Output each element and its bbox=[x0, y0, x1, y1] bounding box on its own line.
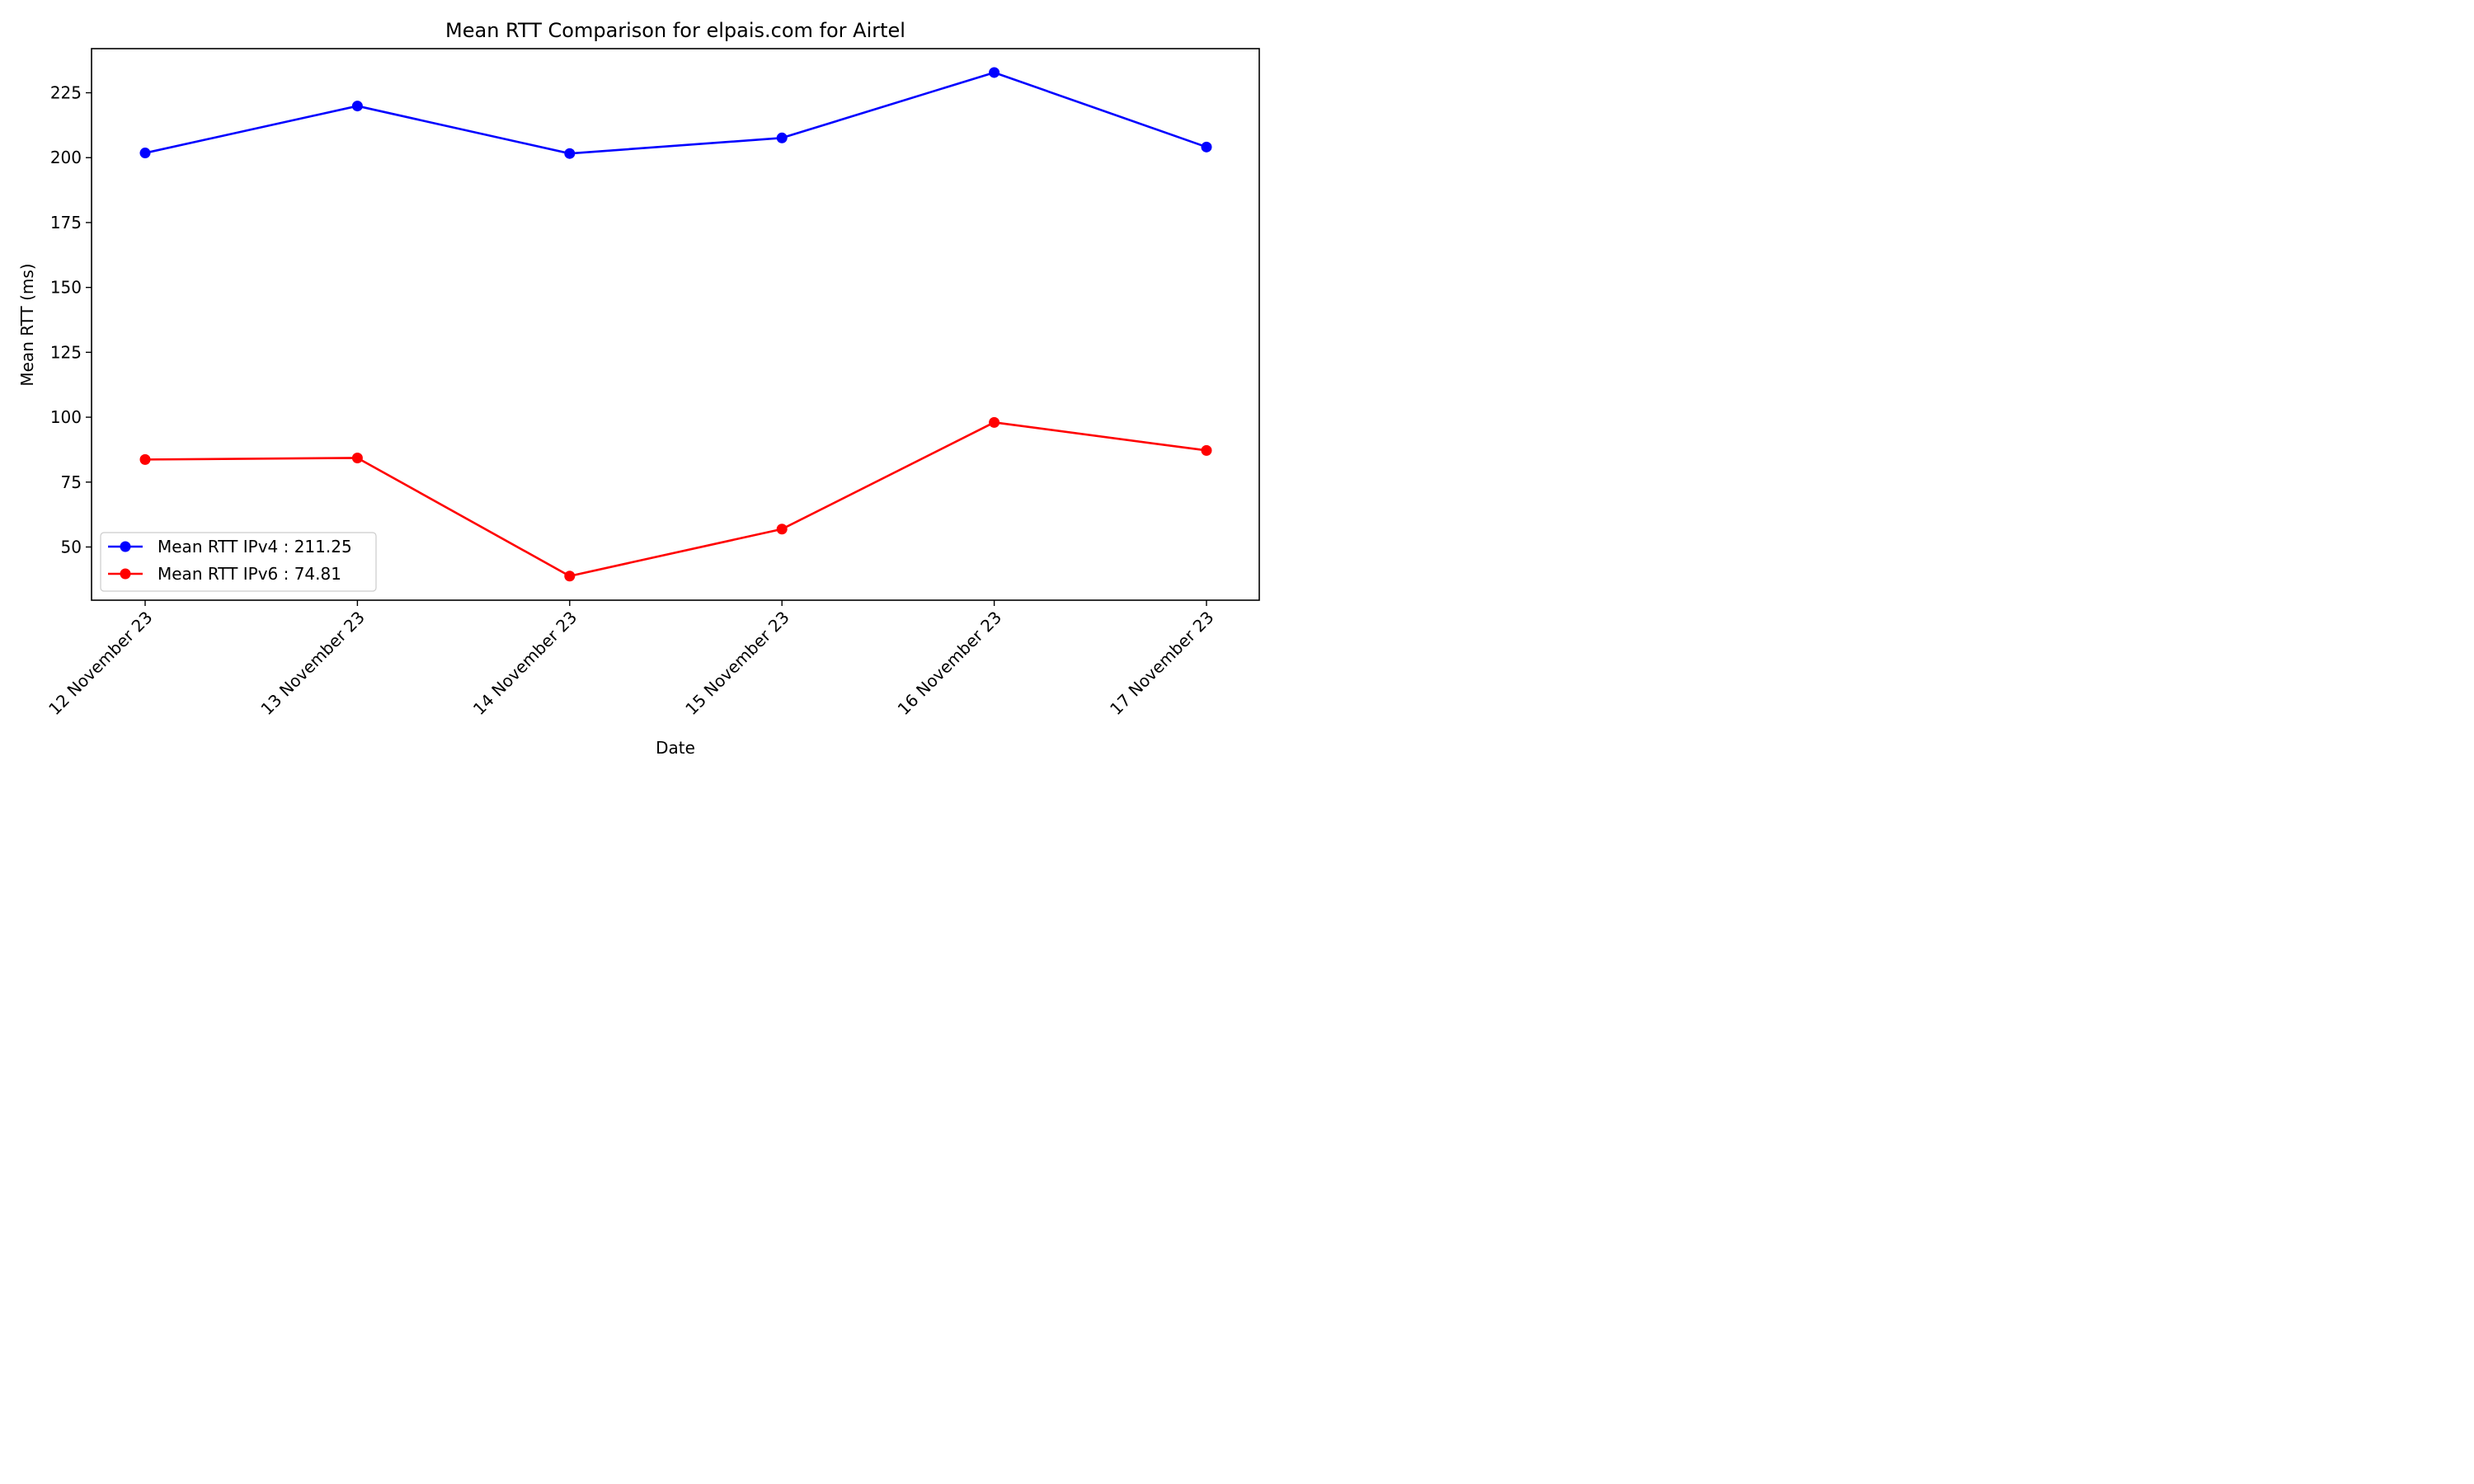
x-axis: 12 November 23 13 November 23 14 November … bbox=[45, 600, 1218, 719]
data-point bbox=[989, 416, 1000, 428]
plot-series bbox=[139, 67, 1212, 582]
chart-title: Mean RTT Comparison for elpais.com for A… bbox=[445, 19, 905, 42]
line-chart: Mean RTT Comparison for elpais.com for A… bbox=[17, 19, 1260, 758]
y-tick-label: 100 bbox=[50, 407, 82, 427]
data-point bbox=[139, 148, 151, 159]
y-axis: 50 75 100 125 150 175 200 225 bbox=[50, 83, 92, 556]
chart-container: Mean RTT Comparison for elpais.com for A… bbox=[0, 0, 1278, 767]
y-tick-label: 50 bbox=[61, 537, 82, 556]
legend-box bbox=[100, 532, 377, 592]
data-point bbox=[776, 132, 788, 143]
data-point bbox=[776, 524, 788, 535]
x-tick-label: 14 November 23 bbox=[469, 608, 581, 720]
legend-marker bbox=[120, 541, 131, 552]
y-tick-label: 175 bbox=[50, 213, 82, 232]
legend: Mean RTT IPv4 : 211.25 Mean RTT IPv6 : 74… bbox=[100, 532, 377, 592]
x-tick-label: 13 November 23 bbox=[256, 608, 369, 720]
series-line-2 bbox=[144, 421, 1207, 578]
x-tick-label: 12 November 23 bbox=[45, 608, 157, 720]
data-point bbox=[139, 453, 151, 465]
y-tick-label: 225 bbox=[50, 83, 82, 103]
x-tick-label: 16 November 23 bbox=[894, 608, 1006, 720]
x-tick-label: 15 November 23 bbox=[681, 608, 793, 720]
legend-marker bbox=[120, 568, 131, 580]
data-point bbox=[351, 101, 363, 112]
series-line-1 bbox=[144, 71, 1207, 155]
data-point bbox=[989, 67, 1000, 78]
data-point bbox=[1201, 141, 1212, 153]
data-point bbox=[564, 571, 576, 582]
y-tick-label: 75 bbox=[61, 472, 82, 492]
legend-label: Mean RTT IPv6 : 74.81 bbox=[158, 564, 341, 584]
x-axis-label: Date bbox=[656, 738, 695, 758]
y-tick-label: 200 bbox=[50, 148, 82, 167]
plot-frame bbox=[91, 48, 1260, 601]
data-point bbox=[1201, 444, 1212, 456]
y-tick-label: 150 bbox=[50, 278, 82, 298]
data-point bbox=[351, 452, 363, 463]
y-axis-label: Mean RTT (ms) bbox=[17, 263, 37, 386]
x-tick-label: 17 November 23 bbox=[1106, 608, 1218, 720]
legend-label: Mean RTT IPv4 : 211.25 bbox=[158, 537, 352, 556]
y-tick-label: 125 bbox=[50, 342, 82, 362]
data-point bbox=[564, 148, 576, 159]
